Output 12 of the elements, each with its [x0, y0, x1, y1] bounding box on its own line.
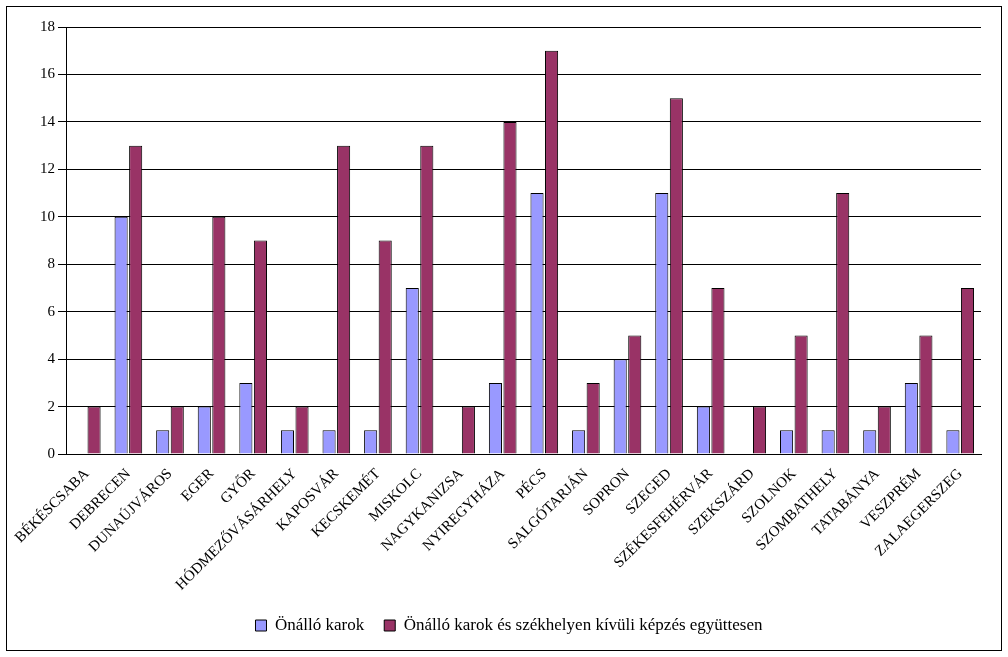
legend-label: Önálló karok: [275, 614, 365, 634]
y-tick-label: 18: [40, 17, 55, 34]
y-tick-label: 0: [47, 445, 55, 462]
y-tick-label: 6: [47, 302, 56, 319]
y-tick-label: 12: [40, 160, 55, 177]
y-tick-label: 2: [47, 397, 55, 414]
y-tick-label: 14: [40, 112, 56, 129]
legend-label: Önálló karok és székhelyen kívüli képzés együttesen: [403, 614, 763, 634]
y-tick-label: 8: [47, 255, 55, 272]
y-tick-label: 4: [47, 350, 56, 367]
y-tick-label: 16: [40, 65, 56, 82]
y-tick-label: 10: [40, 207, 55, 224]
